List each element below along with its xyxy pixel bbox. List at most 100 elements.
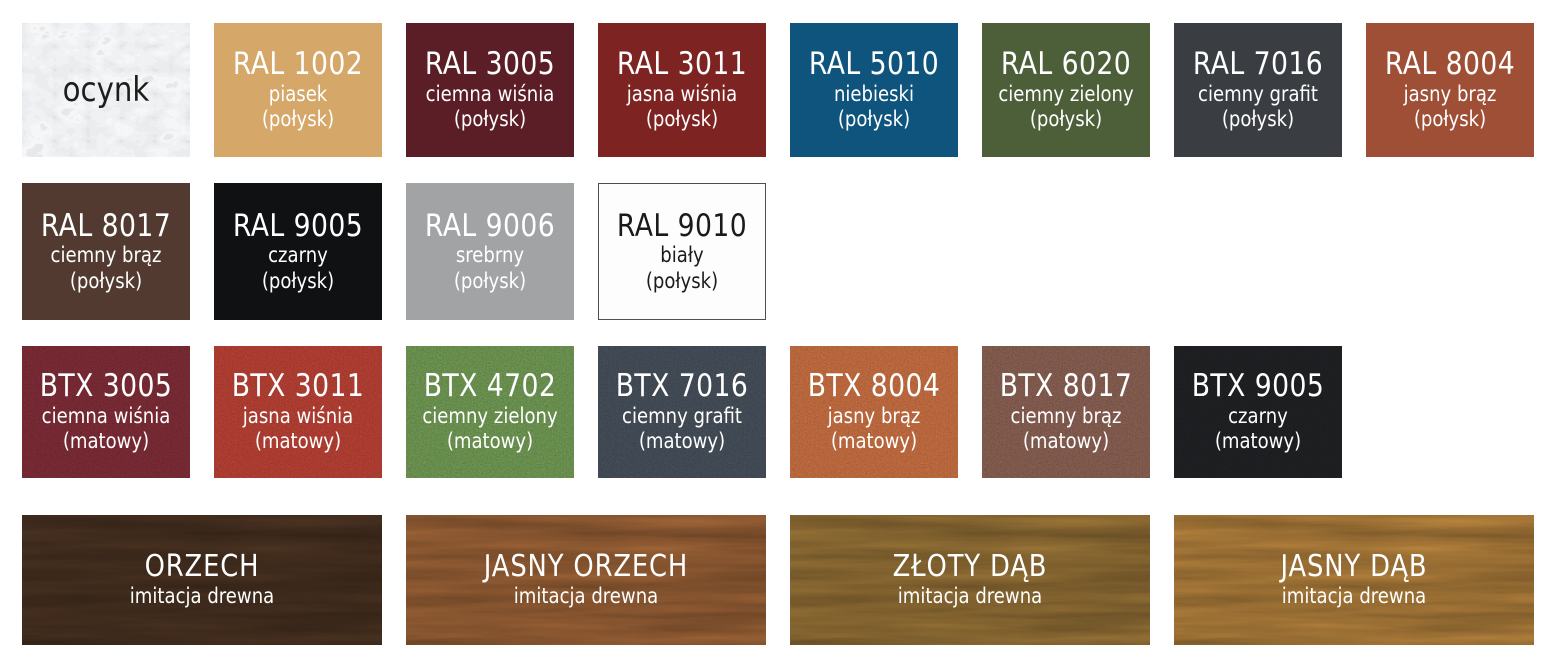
palette-row-ral-gloss-1: ocynk RAL 1002 piasek (połysk) RAL 3005 …	[0, 23, 1555, 157]
swatch-code: RAL 1002	[232, 46, 364, 83]
swatch-code: RAL 8004	[1384, 46, 1516, 83]
swatch-code: BTX 7016	[615, 368, 749, 405]
swatch-ral-9005: RAL 9005 czarny (połysk)	[214, 183, 382, 320]
swatch-code: RAL 3011	[616, 46, 748, 83]
palette-row-wood: ORZECH imitacja drewna JASNY ORZECH imit…	[0, 515, 1555, 645]
swatch-btx-3005: BTX 3005 ciemna wiśnia (matowy)	[22, 346, 190, 478]
swatch-ral-8004: RAL 8004 jasny brąz (połysk)	[1366, 23, 1534, 157]
matte-speckle-texture	[790, 346, 958, 478]
swatch-jasny-dab: JASNY DĄB imitacja drewna	[1174, 515, 1534, 645]
swatch-finish: (połysk)	[837, 107, 911, 132]
swatch-name: jasna wiśnia	[626, 81, 738, 106]
swatch-name: ciemna wiśnia	[425, 81, 555, 106]
swatch-finish: (matowy)	[446, 429, 534, 454]
swatch-finish: (matowy)	[638, 429, 726, 454]
swatch-btx-8004: BTX 8004 jasny brąz (matowy)	[790, 346, 958, 478]
swatch-name: imitacja drewna	[129, 583, 275, 608]
swatch-name: imitacja drewna	[897, 583, 1043, 608]
swatch-finish: (połysk)	[1221, 107, 1295, 132]
swatch-name: biały	[660, 243, 704, 268]
swatch-name: ciemny grafit	[1198, 81, 1318, 106]
swatch-name: czarny	[1228, 403, 1288, 428]
swatch-finish: (połysk)	[645, 107, 719, 132]
swatch-code: RAL 8017	[40, 207, 172, 244]
swatch-orzech: ORZECH imitacja drewna	[22, 515, 382, 645]
swatch-ral-9010: RAL 9010 biały (połysk)	[598, 183, 766, 320]
swatch-code: RAL 3005	[424, 46, 556, 83]
swatch-finish: (połysk)	[453, 268, 527, 293]
swatch-code: BTX 3005	[39, 368, 173, 405]
swatch-code: ZŁOTY DĄB	[892, 549, 1048, 585]
swatch-name: niebieski	[833, 81, 915, 106]
swatch-finish: (matowy)	[62, 429, 150, 454]
swatch-code: JASNY DĄB	[1280, 549, 1428, 585]
matte-speckle-texture	[406, 346, 574, 478]
swatch-code: RAL 7016	[1192, 46, 1324, 83]
swatch-code: RAL 6020	[1000, 46, 1132, 83]
wood-grain-texture	[406, 515, 766, 645]
wood-grain-texture	[22, 515, 382, 645]
swatch-ral-1002: RAL 1002 piasek (połysk)	[214, 23, 382, 157]
swatch-btx-3011: BTX 3011 jasna wiśnia (matowy)	[214, 346, 382, 478]
matte-speckle-texture	[1174, 346, 1342, 478]
swatch-code: JASNY ORZECH	[483, 549, 689, 585]
matte-speckle-texture	[982, 346, 1150, 478]
swatch-name: ciemny brąz	[1010, 403, 1122, 428]
swatch-name: ciemny brąz	[50, 243, 162, 268]
swatch-code: BTX 4702	[423, 368, 557, 405]
swatch-name: czarny	[268, 243, 328, 268]
swatch-code: BTX 9005	[1191, 368, 1325, 405]
swatch-btx-4702: BTX 4702 ciemny zielony (matowy)	[406, 346, 574, 478]
swatch-name: jasna wiśnia	[242, 403, 354, 428]
swatch-finish: (matowy)	[830, 429, 918, 454]
palette-row-ral-gloss-2: RAL 8017 ciemny brąz (połysk) RAL 9005 c…	[0, 183, 1555, 320]
swatch-ral-9006: RAL 9006 srebrny (połysk)	[406, 183, 574, 320]
swatch-code: BTX 3011	[231, 368, 365, 405]
swatch-finish: (połysk)	[1029, 107, 1103, 132]
swatch-finish: (połysk)	[645, 268, 719, 293]
swatch-name: imitacja drewna	[1281, 583, 1427, 608]
swatch-name: jasny brąz	[827, 403, 921, 428]
swatch-ocynk: ocynk	[22, 23, 190, 157]
matte-speckle-texture	[598, 346, 766, 478]
swatch-code: BTX 8017	[999, 368, 1133, 405]
swatch-finish: (połysk)	[69, 268, 143, 293]
wood-grain-texture	[790, 515, 1150, 645]
swatch-finish: (połysk)	[261, 107, 335, 132]
swatch-finish: (matowy)	[1214, 429, 1302, 454]
swatch-finish: (połysk)	[1413, 107, 1487, 132]
wood-grain-texture	[1174, 515, 1534, 645]
swatch-name: imitacja drewna	[513, 583, 659, 608]
swatch-code: RAL 9006	[424, 207, 556, 244]
swatch-name: jasny brąz	[1403, 81, 1497, 106]
swatch-finish: (matowy)	[1022, 429, 1110, 454]
swatch-name: piasek	[268, 81, 328, 106]
matte-speckle-texture	[214, 346, 382, 478]
swatch-ral-5010: RAL 5010 niebieski (połysk)	[790, 23, 958, 157]
swatch-name: ciemny zielony	[422, 403, 558, 428]
palette-row-btx-matte: BTX 3005 ciemna wiśnia (matowy) BTX 3011…	[0, 346, 1555, 478]
swatch-ral-6020: RAL 6020 ciemny zielony (połysk)	[982, 23, 1150, 157]
swatch-name: ciemny zielony	[998, 81, 1134, 106]
swatch-name: ciemna wiśnia	[41, 403, 171, 428]
swatch-code: ocynk	[62, 69, 150, 110]
swatch-code: RAL 9010	[616, 207, 748, 244]
swatch-zloty-dab: ZŁOTY DĄB imitacja drewna	[790, 515, 1150, 645]
swatch-ral-8017: RAL 8017 ciemny brąz (połysk)	[22, 183, 190, 320]
swatch-ral-3005: RAL 3005 ciemna wiśnia (połysk)	[406, 23, 574, 157]
swatch-ral-7016: RAL 7016 ciemny grafit (połysk)	[1174, 23, 1342, 157]
matte-speckle-texture	[22, 346, 190, 478]
galvanized-texture	[22, 23, 190, 157]
swatch-ral-3011: RAL 3011 jasna wiśnia (połysk)	[598, 23, 766, 157]
swatch-jasny-orzech: JASNY ORZECH imitacja drewna	[406, 515, 766, 645]
swatch-code: RAL 5010	[808, 46, 940, 83]
swatch-finish: (matowy)	[254, 429, 342, 454]
swatch-btx-7016: BTX 7016 ciemny grafit (matowy)	[598, 346, 766, 478]
swatch-code: ORZECH	[144, 549, 260, 585]
swatch-name: ciemny grafit	[622, 403, 742, 428]
swatch-btx-9005: BTX 9005 czarny (matowy)	[1174, 346, 1342, 478]
swatch-btx-8017: BTX 8017 ciemny brąz (matowy)	[982, 346, 1150, 478]
swatch-finish: (połysk)	[261, 268, 335, 293]
swatch-code: RAL 9005	[232, 207, 364, 244]
